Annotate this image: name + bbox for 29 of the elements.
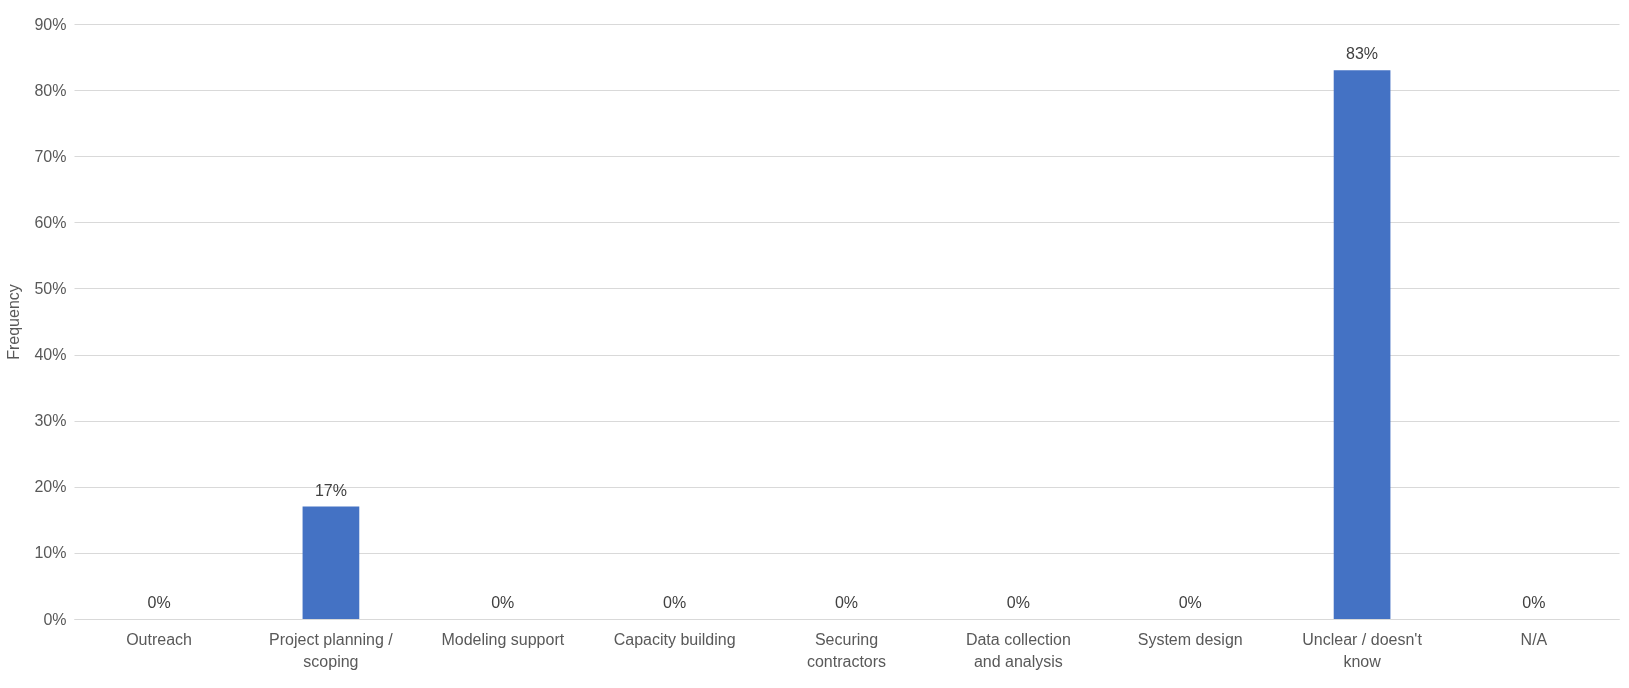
data-label: 17% [314, 481, 347, 499]
data-label: 0% [834, 594, 859, 611]
x-tick-label: Unclear / doesn't know [1302, 630, 1423, 670]
x-tick-label: Securing contractors [806, 630, 887, 670]
y-axis-title: Frequency [5, 284, 23, 360]
x-tick-label: N/A [1520, 630, 1548, 648]
y-tick-label: 90% [34, 15, 67, 33]
y-tick-label: 40% [34, 346, 67, 364]
y-tick-label: 60% [34, 213, 67, 231]
data-label: 0% [1178, 594, 1202, 611]
x-tick-label: Modeling support [441, 630, 565, 648]
data-label: 0% [1006, 594, 1030, 611]
x-tick-label: Outreach [126, 630, 192, 648]
x-tick-label: Data collection and analysis [965, 630, 1071, 670]
data-label: 0% [663, 594, 687, 611]
y-tick-label: 50% [34, 279, 67, 297]
y-tick-label: 70% [34, 147, 67, 165]
y-tick-label: 30% [34, 412, 67, 430]
data-label: 0% [1522, 594, 1546, 611]
data-label: 0% [147, 594, 171, 611]
y-tick-label: 10% [34, 544, 67, 562]
y-tick-label: 80% [34, 81, 67, 99]
x-tick-label: Capacity building [613, 630, 736, 648]
y-tick-label: 20% [34, 478, 67, 496]
x-tick-label: Project planning / scoping [269, 630, 394, 670]
data-label: 83% [1346, 45, 1379, 63]
data-label: 0% [491, 594, 515, 611]
y-tick-label: 0% [43, 610, 67, 628]
x-tick-label: System design [1137, 630, 1243, 648]
